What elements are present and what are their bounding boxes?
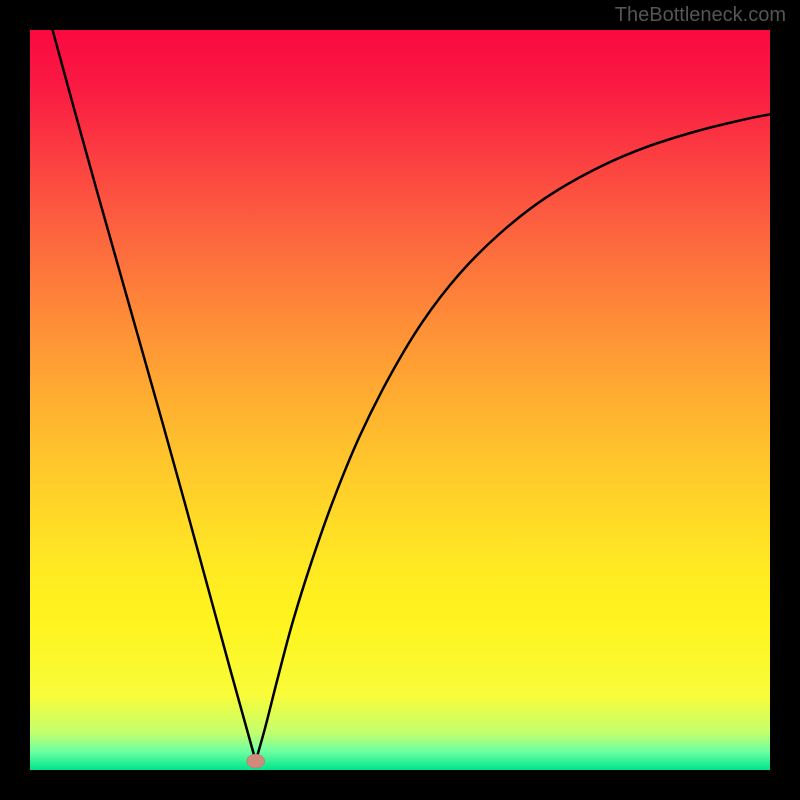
watermark-text: TheBottleneck.com (615, 4, 786, 27)
chart-svg (0, 0, 800, 800)
minimum-marker (247, 754, 265, 768)
plot-background (30, 30, 770, 770)
chart-container: TheBottleneck.com (0, 0, 800, 800)
